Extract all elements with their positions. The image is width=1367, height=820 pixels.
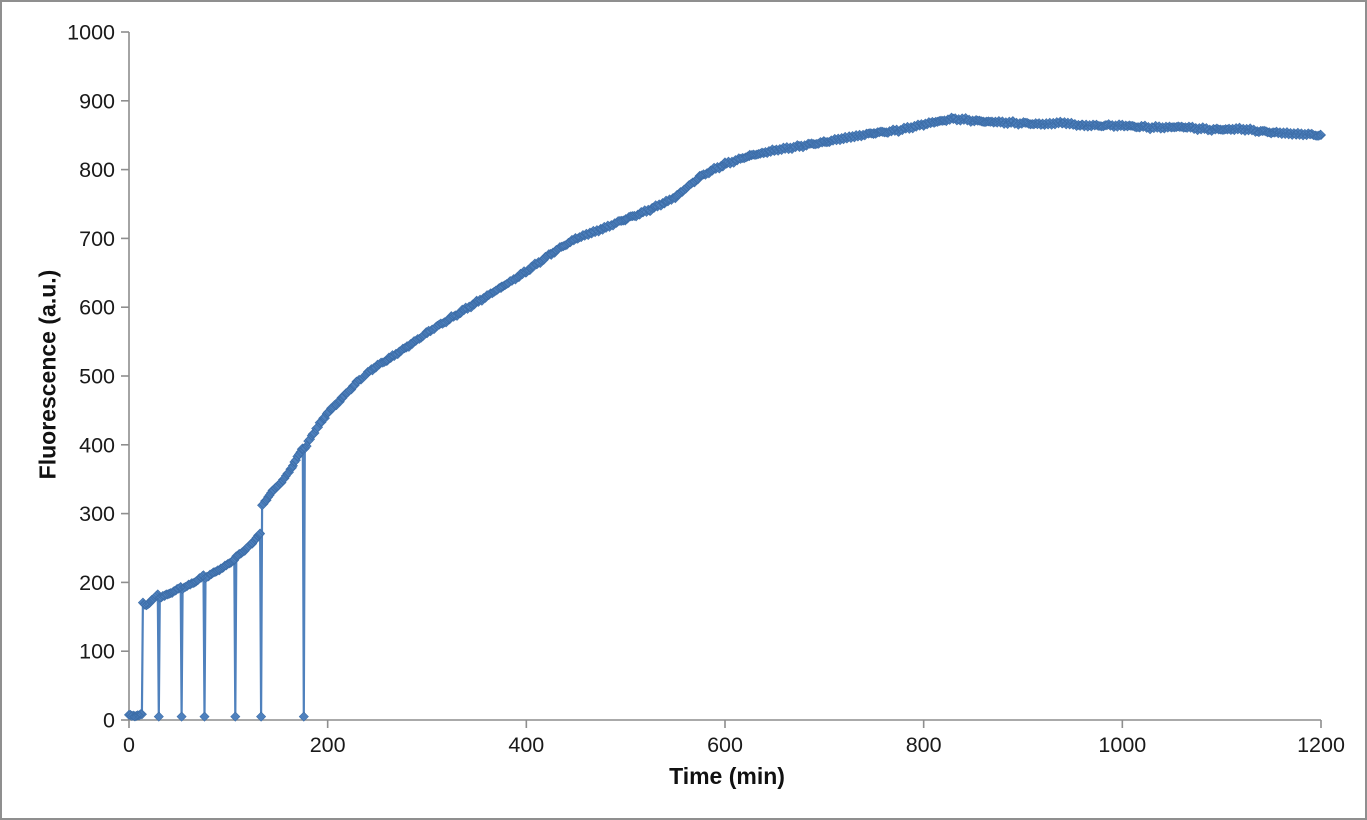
y-tick-label-900: 900 [79,89,115,113]
series-markers [123,112,1327,722]
x-tick-label-1200: 1200 [1297,733,1345,757]
x-tick-label-0: 0 [123,733,135,757]
y-tick-label-600: 600 [79,296,115,320]
y-tick-label-1000: 1000 [67,21,115,45]
y-tick-label-200: 200 [79,571,115,595]
x-tick-label-1000: 1000 [1098,733,1146,757]
y-tick-label-100: 100 [79,640,115,664]
y-tick-label-400: 400 [79,433,115,457]
axes: 0 100 200 300 400 500 600 700 800 900 1000 0 200 400 6… [67,21,1345,758]
fluorescence-series [123,112,1327,722]
x-tick-label-400: 400 [508,733,544,757]
y-tick-label-300: 300 [79,502,115,526]
series-line [129,116,1322,718]
x-tick-label-800: 800 [906,733,942,757]
y-tick-label-500: 500 [79,365,115,389]
y-tick-label-700: 700 [79,227,115,251]
x-tick-label-600: 600 [707,733,743,757]
x-tick-label-200: 200 [310,733,346,757]
y-tick-label-0: 0 [103,709,115,733]
y-tick-label-800: 800 [79,158,115,182]
